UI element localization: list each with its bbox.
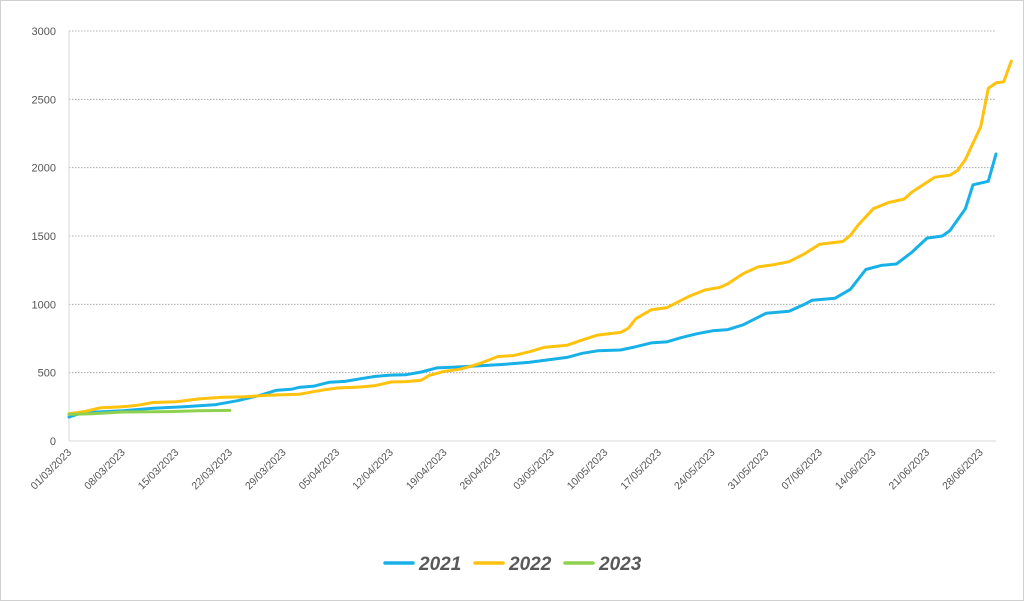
x-tick-label: 07/06/2023 (779, 447, 825, 493)
y-tick-label: 2000 (32, 163, 56, 175)
x-tick-label: 29/03/2023 (243, 447, 289, 493)
y-tick-label: 3000 (32, 26, 56, 38)
legend-label-2021: 2021 (418, 554, 461, 575)
legend-label-2023: 2023 (598, 554, 642, 575)
series-line-2021 (67, 152, 998, 419)
y-tick-label: 500 (38, 368, 56, 380)
x-tick-label: 19/04/2023 (404, 447, 450, 493)
series-line-2023 (67, 408, 232, 416)
x-tick-label: 17/05/2023 (618, 447, 664, 493)
x-tick-label: 28/06/2023 (940, 447, 986, 493)
x-tick-label: 01/03/2023 (28, 447, 74, 493)
x-tick-label: 05/04/2023 (297, 447, 343, 493)
legend: 2021 2022 2023 (383, 554, 642, 575)
gridlines (68, 30, 996, 442)
x-tick-label: 12/04/2023 (350, 447, 396, 493)
legend-label-2022: 2022 (508, 554, 552, 575)
series-lines (67, 59, 1013, 419)
x-tick-label: 10/05/2023 (565, 447, 611, 493)
x-tick-label: 22/03/2023 (189, 447, 235, 493)
y-tick-label: 1500 (32, 231, 56, 243)
y-axis-ticks: 0 500 1000 1500 2000 2500 3000 (32, 26, 56, 448)
x-axis-ticks: 01/03/2023 08/03/2023 15/03/2023 22/03/2023… (28, 447, 985, 493)
y-tick-label: 0 (50, 436, 56, 448)
x-tick-label: 08/03/2023 (82, 447, 128, 493)
y-tick-label: 2500 (32, 94, 56, 106)
series-line-2022 (67, 59, 1013, 416)
y-tick-label: 1000 (32, 299, 56, 311)
x-tick-label: 15/03/2023 (136, 447, 182, 493)
x-tick-label: 03/05/2023 (511, 447, 557, 493)
x-tick-label: 26/04/2023 (457, 447, 503, 493)
x-tick-label: 21/06/2023 (887, 447, 933, 493)
x-tick-label: 31/05/2023 (726, 447, 772, 493)
x-tick-label: 24/05/2023 (672, 447, 718, 493)
x-tick-label: 14/06/2023 (833, 447, 879, 493)
